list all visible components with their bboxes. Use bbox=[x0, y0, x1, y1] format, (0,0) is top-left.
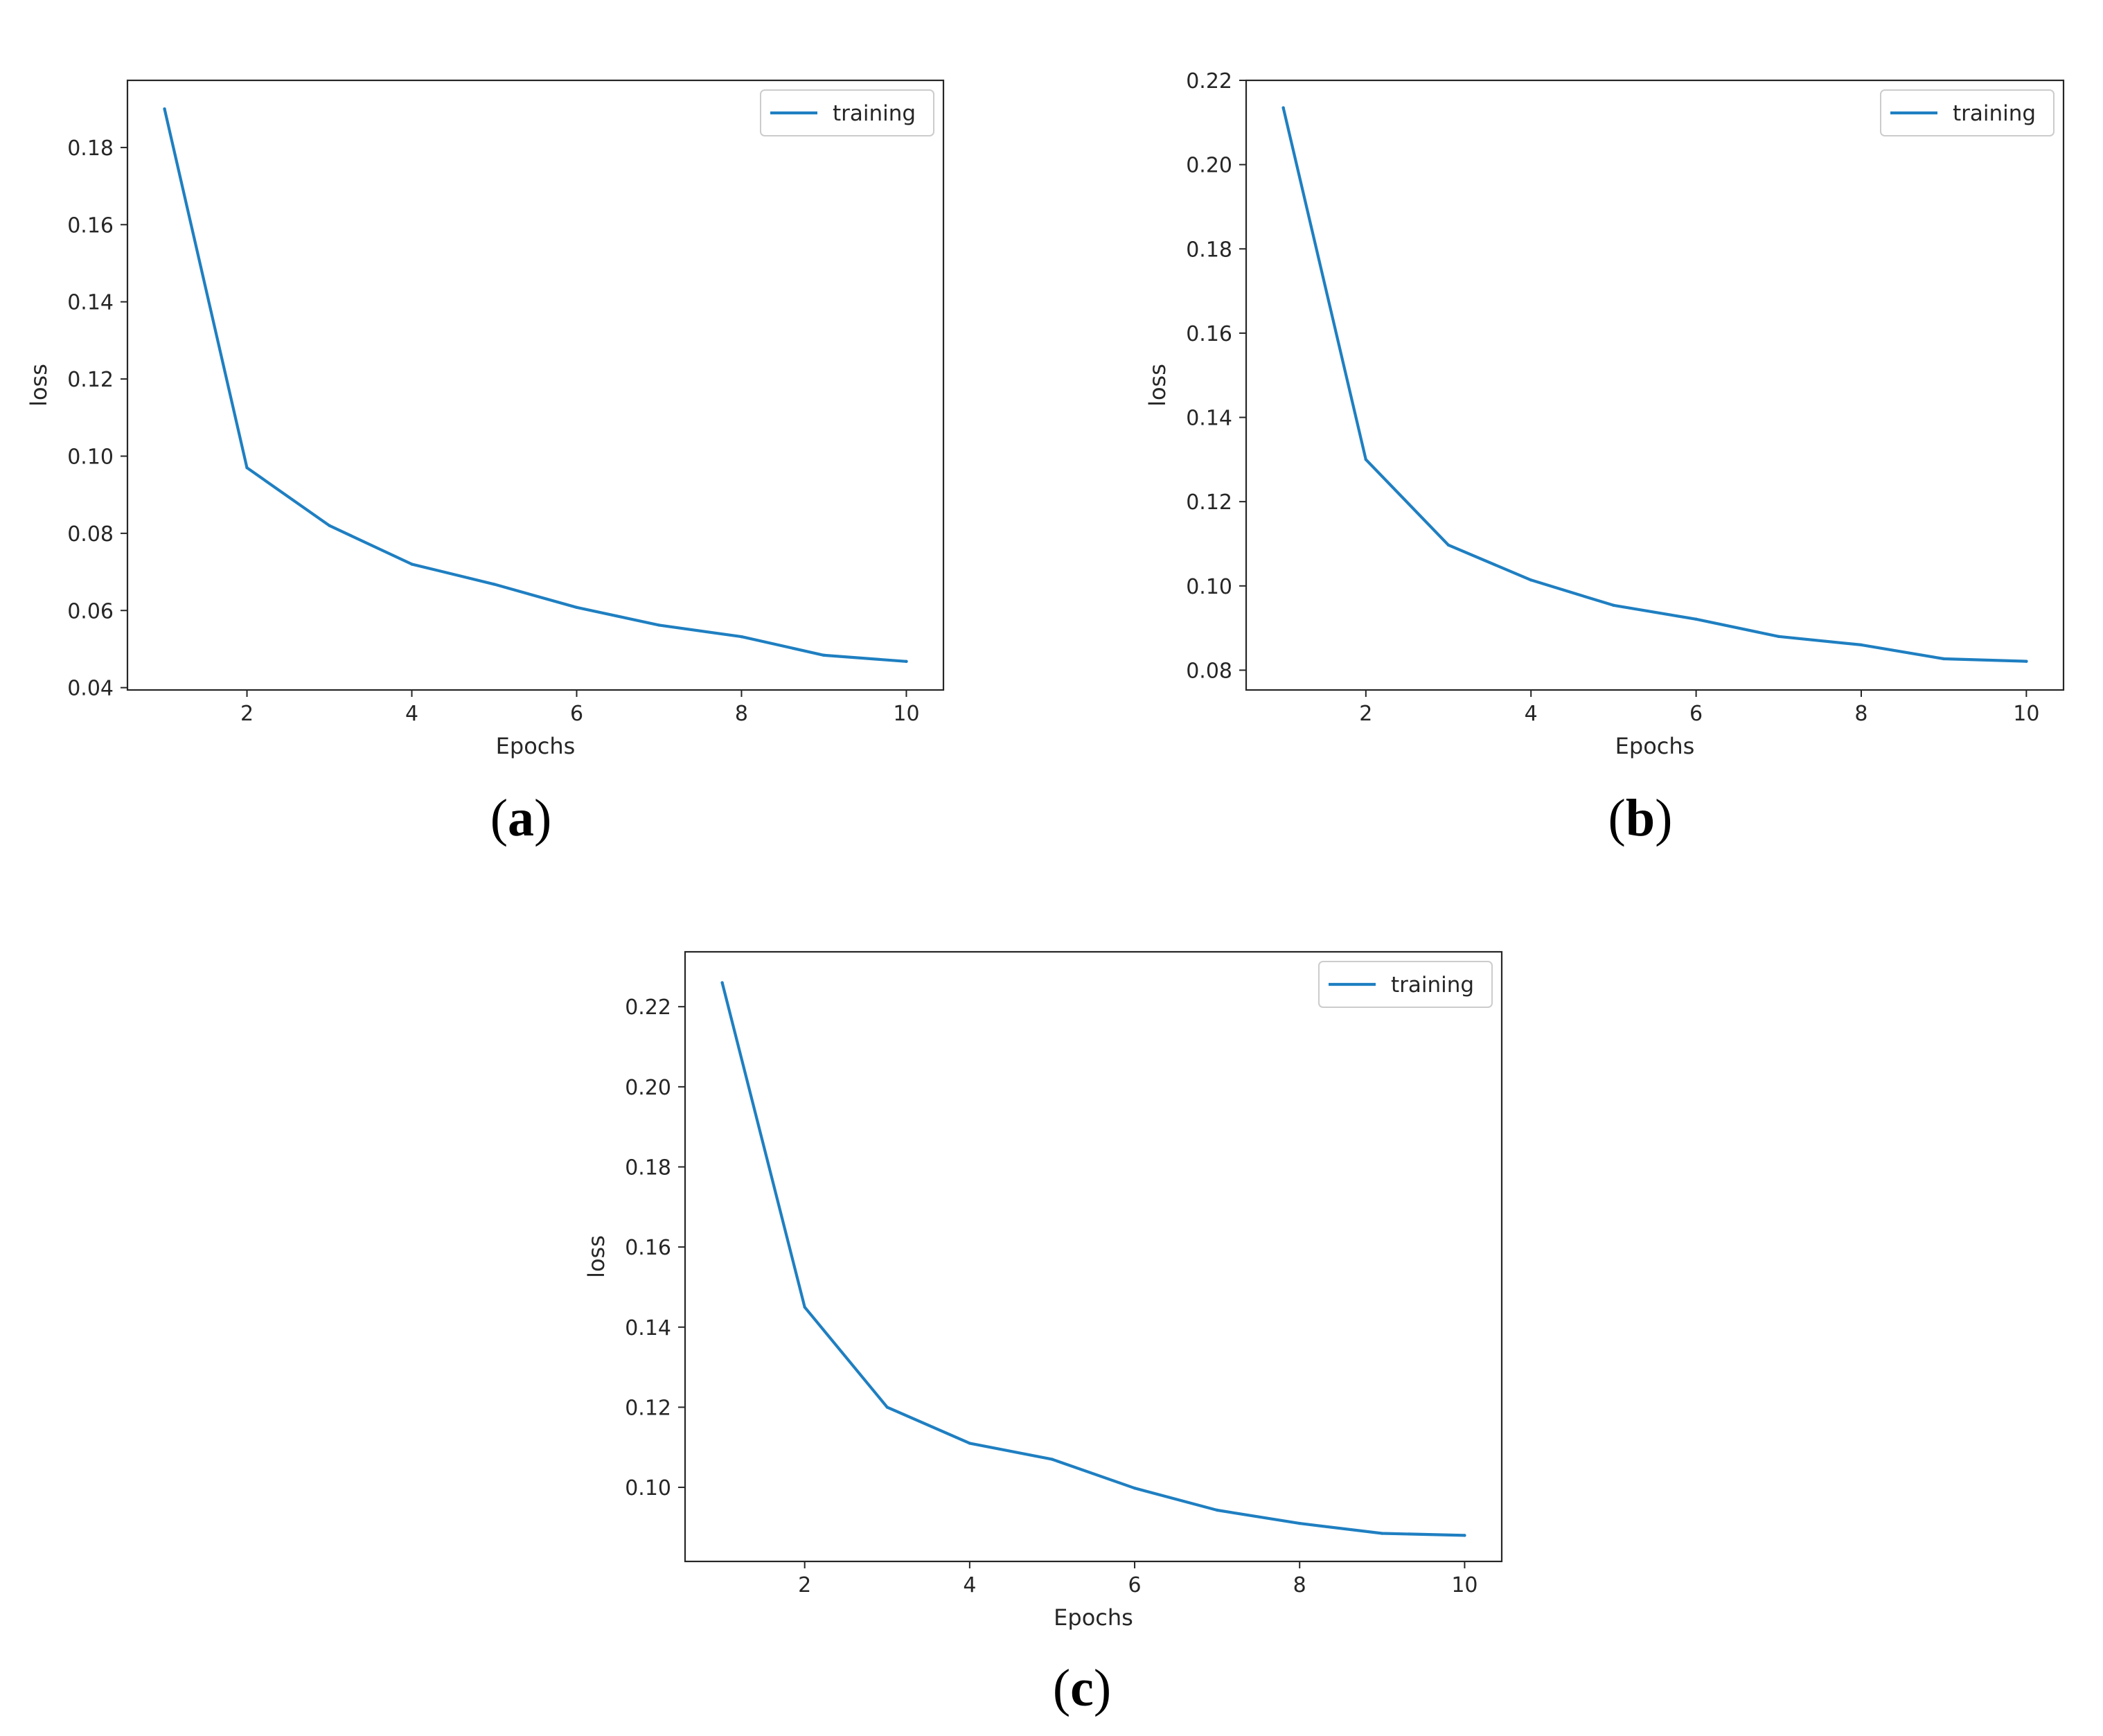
data-point bbox=[1942, 657, 1946, 661]
data-point bbox=[968, 1442, 972, 1445]
x-tick-label: 8 bbox=[1293, 1573, 1306, 1597]
data-point bbox=[410, 563, 414, 566]
plot-frame bbox=[684, 950, 1503, 1563]
data-point bbox=[163, 107, 166, 111]
y-tick-label: 0.16 bbox=[625, 1236, 671, 1260]
chart-panel-c: 2 4 6 8 10 0.10 0.12 0.14 0.16 0.18 0.20 0.22 Epochs… bbox=[583, 950, 1503, 1717]
data-point bbox=[803, 1305, 806, 1309]
y-tick-label: 0.04 bbox=[67, 677, 114, 701]
y-tick-label: 0.14 bbox=[1186, 407, 1232, 431]
legend-box bbox=[760, 89, 934, 136]
y-tick-label: 0.16 bbox=[67, 213, 114, 238]
legend-entry-label: training bbox=[1953, 101, 2036, 126]
x-tick-label: 8 bbox=[735, 702, 748, 726]
x-axis-title: Epochs bbox=[1054, 1604, 1133, 1631]
y-tick-label: 0.10 bbox=[67, 445, 114, 469]
data-point bbox=[1777, 635, 1780, 638]
x-tick-label: 10 bbox=[1451, 1573, 1478, 1597]
data-point bbox=[245, 466, 249, 470]
data-point bbox=[657, 623, 661, 627]
y-axis-title: loss bbox=[26, 364, 52, 407]
y-tick-label: 0.18 bbox=[1186, 238, 1232, 262]
y-tick-label: 0.20 bbox=[625, 1076, 671, 1100]
series-line-training bbox=[720, 981, 1466, 1537]
data-point bbox=[720, 981, 724, 984]
x-tick-label: 2 bbox=[798, 1573, 811, 1597]
y-tick-label: 0.22 bbox=[625, 995, 671, 1020]
y-tick-label: 0.14 bbox=[625, 1316, 671, 1340]
y-tick-label: 0.18 bbox=[67, 136, 114, 161]
data-point bbox=[575, 605, 578, 610]
x-axis-title: Epochs bbox=[496, 733, 576, 759]
plot-frame bbox=[126, 79, 945, 691]
y-tick-label: 0.16 bbox=[1186, 322, 1232, 346]
y-tick-label: 0.10 bbox=[1186, 575, 1232, 599]
x-tick-label: 6 bbox=[570, 702, 583, 726]
x-tick-label: 10 bbox=[893, 702, 919, 726]
data-point bbox=[1298, 1521, 1302, 1525]
legend: training bbox=[760, 89, 934, 136]
panel-label: (c) bbox=[1053, 1659, 1111, 1717]
data-point bbox=[740, 635, 743, 639]
data-point bbox=[1529, 578, 1533, 582]
x-tick-label: 4 bbox=[1525, 702, 1538, 726]
data-point bbox=[822, 653, 826, 657]
x-tick-label: 2 bbox=[1359, 702, 1372, 726]
data-point bbox=[1463, 1534, 1466, 1537]
plot-frame bbox=[1245, 79, 2065, 691]
legend-box bbox=[1880, 89, 2055, 136]
data-point bbox=[1694, 617, 1698, 621]
series-line-training bbox=[1281, 106, 2028, 663]
data-point bbox=[1281, 106, 1285, 109]
panel-label: (a) bbox=[490, 789, 552, 847]
y-tick-label: 0.06 bbox=[67, 599, 114, 623]
chart-panel-a: 2 4 6 8 10 0.04 0.06 0.08 0.10 0.12 0.14 0.16 0.18 Ep… bbox=[26, 79, 945, 847]
data-point bbox=[328, 524, 331, 527]
data-point bbox=[1859, 643, 1863, 647]
y-tick-label: 0.12 bbox=[625, 1396, 671, 1420]
series-line-training bbox=[163, 107, 908, 663]
data-point bbox=[2025, 659, 2028, 663]
x-tick-label: 6 bbox=[1689, 702, 1703, 726]
x-tick-label: 4 bbox=[405, 702, 418, 726]
x-tick-label: 8 bbox=[1854, 702, 1867, 726]
y-tick-label: 0.10 bbox=[625, 1476, 671, 1500]
y-tick-label: 0.08 bbox=[67, 522, 114, 547]
data-point bbox=[1215, 1508, 1219, 1512]
y-tick-label: 0.14 bbox=[67, 291, 114, 315]
data-point bbox=[1446, 543, 1450, 547]
legend: training bbox=[1318, 961, 1493, 1008]
legend: training bbox=[1880, 89, 2055, 136]
x-tick-label: 4 bbox=[963, 1573, 976, 1597]
y-axis-title: loss bbox=[1144, 364, 1171, 407]
y-tick-label: 0.20 bbox=[1186, 154, 1232, 178]
y-axis-title: loss bbox=[583, 1235, 610, 1278]
y-tick-label: 0.12 bbox=[67, 368, 114, 392]
y-tick-label: 0.22 bbox=[1186, 69, 1232, 94]
legend-entry-label: training bbox=[1391, 973, 1474, 998]
data-point bbox=[1381, 1532, 1384, 1535]
legend-box bbox=[1318, 961, 1493, 1008]
data-point bbox=[1133, 1486, 1137, 1490]
x-axis-title: Epochs bbox=[1615, 733, 1695, 759]
legend-entry-label: training bbox=[833, 101, 916, 126]
panel-label: (b) bbox=[1608, 789, 1673, 847]
data-point bbox=[1612, 603, 1615, 607]
y-tick-label: 0.08 bbox=[1186, 659, 1232, 683]
x-tick-label: 2 bbox=[240, 702, 254, 726]
chart-panel-b: 2 4 6 8 10 0.08 0.10 0.12 0.14 0.16 0.18 0.20 0.22 Ep… bbox=[1144, 69, 2065, 847]
data-point bbox=[1050, 1458, 1054, 1461]
data-point bbox=[1364, 458, 1368, 461]
data-point bbox=[905, 659, 908, 663]
y-tick-label: 0.18 bbox=[625, 1155, 671, 1180]
x-tick-label: 6 bbox=[1128, 1573, 1141, 1597]
x-tick-label: 10 bbox=[2013, 702, 2039, 726]
y-tick-label: 0.12 bbox=[1186, 490, 1232, 515]
data-point bbox=[885, 1406, 889, 1409]
data-point bbox=[493, 583, 496, 586]
